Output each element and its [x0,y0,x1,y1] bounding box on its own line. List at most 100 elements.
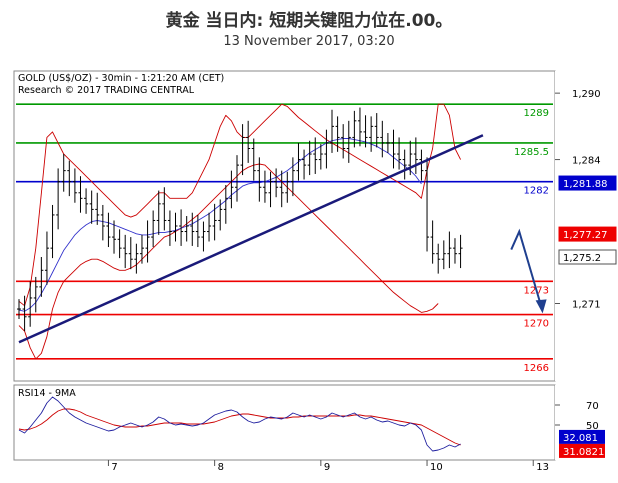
price-bar [33,276,38,313]
level-label-1282: 1282 [524,186,549,197]
price-bar [419,149,424,181]
price-bars [17,107,463,332]
price-bar [156,190,161,235]
price-bar [229,170,234,209]
price-panel [13,70,556,382]
date-tick-label: 8 [218,462,224,473]
price-bar [28,281,33,327]
price-bar [84,188,89,214]
price-bar [190,212,195,246]
date-tick-label: 9 [324,462,330,473]
rsi-panel-title: RSI14 - 9MA [18,388,76,399]
price-bar [56,168,61,230]
price-bar [425,157,430,252]
price-tick-label: 1,271 [572,300,601,311]
price-bar [72,168,77,203]
price-bar [330,109,335,153]
chart-title: 黄金 当日内: 短期关键阻力位在.00。 [165,11,453,31]
price-bar [452,238,457,264]
price-bar [246,120,251,163]
price-bar [380,120,385,158]
price-bar [212,203,217,241]
price-bar [274,168,279,198]
price-bar [44,231,49,285]
price-bar [162,187,167,231]
rsi-badge-red [559,443,605,458]
price-bar [67,160,72,197]
level-label-1289: 1289 [524,108,549,119]
date-tick-label: 7 [111,462,117,473]
price-bar [106,212,111,248]
price-bar [385,133,390,153]
price-bar [257,157,262,202]
price-bar [296,142,301,181]
price-bar [145,220,150,263]
price-bar [341,124,346,159]
uptrend-line [18,134,484,344]
price-bar [430,220,435,264]
level-label-1270: 1270 [524,319,549,330]
price-bar [324,129,329,169]
price-bar [436,243,441,274]
price-tick-label: 1,284 [572,156,601,167]
price-bar [413,137,418,174]
price-badges: 1,281.88 1,277.27 1,275.2 [558,175,617,265]
price-bar [139,234,144,264]
price-bar [100,204,105,241]
bollinger-upper-line [18,103,462,307]
date-tick-label: 13 [536,462,549,473]
price-bar [441,240,446,270]
price-bar [22,295,27,332]
price-bar [78,176,83,213]
rsi-line [18,396,461,452]
main-panel-title: GOLD (US$/OZ) - 30min - 1:21:20 AM (CET) [18,73,224,84]
price-bar [251,138,256,181]
price-bar [234,155,239,202]
price-bar [195,214,200,248]
price-bar [207,212,212,242]
price-axis-ticks: 1,271 1,284 1,290 [555,89,601,311]
price-bar [61,154,66,192]
rsi-panel [13,384,556,461]
price-bar [318,144,323,170]
rsi-lines: 50 70 32.081 31.0821 [18,396,605,458]
price-bar [184,216,189,242]
price-bar [369,116,374,152]
rsi-badge-label: 31.0821 [563,447,604,458]
price-bar [117,229,122,259]
price-bar [346,120,351,163]
bollinger-bands [18,103,462,360]
price-bar [17,299,21,319]
date-tick-label: 10 [430,462,443,473]
price-bar [279,170,284,208]
price-bar [112,220,117,254]
trendline-group [18,134,547,344]
price-bar [128,237,133,270]
price-bar [352,110,357,148]
price-badge-red [558,226,617,242]
price-bar [123,234,128,269]
price-bar [201,221,206,252]
price-bar [363,115,368,148]
rsi-tick-label: 70 [586,401,599,412]
price-bar [39,257,44,297]
price-bar [397,137,402,170]
price-bar [374,113,379,148]
price-bar [285,171,290,203]
price-bar [307,140,312,176]
price-bar [89,190,94,224]
price-bar [391,129,396,169]
rsi-badge-blue [559,429,605,444]
price-bar [218,199,223,231]
price-bar [290,157,295,197]
forecast-arrow-head [535,299,547,314]
price-bar [313,137,318,174]
price-bar [223,185,228,224]
price-badge-label: 1,277.27 [563,230,608,241]
price-bar [179,209,184,246]
price-badge-blue [558,175,617,191]
price-bar [402,149,407,180]
price-axis-area [555,71,618,381]
price-badge-gray [558,249,617,265]
